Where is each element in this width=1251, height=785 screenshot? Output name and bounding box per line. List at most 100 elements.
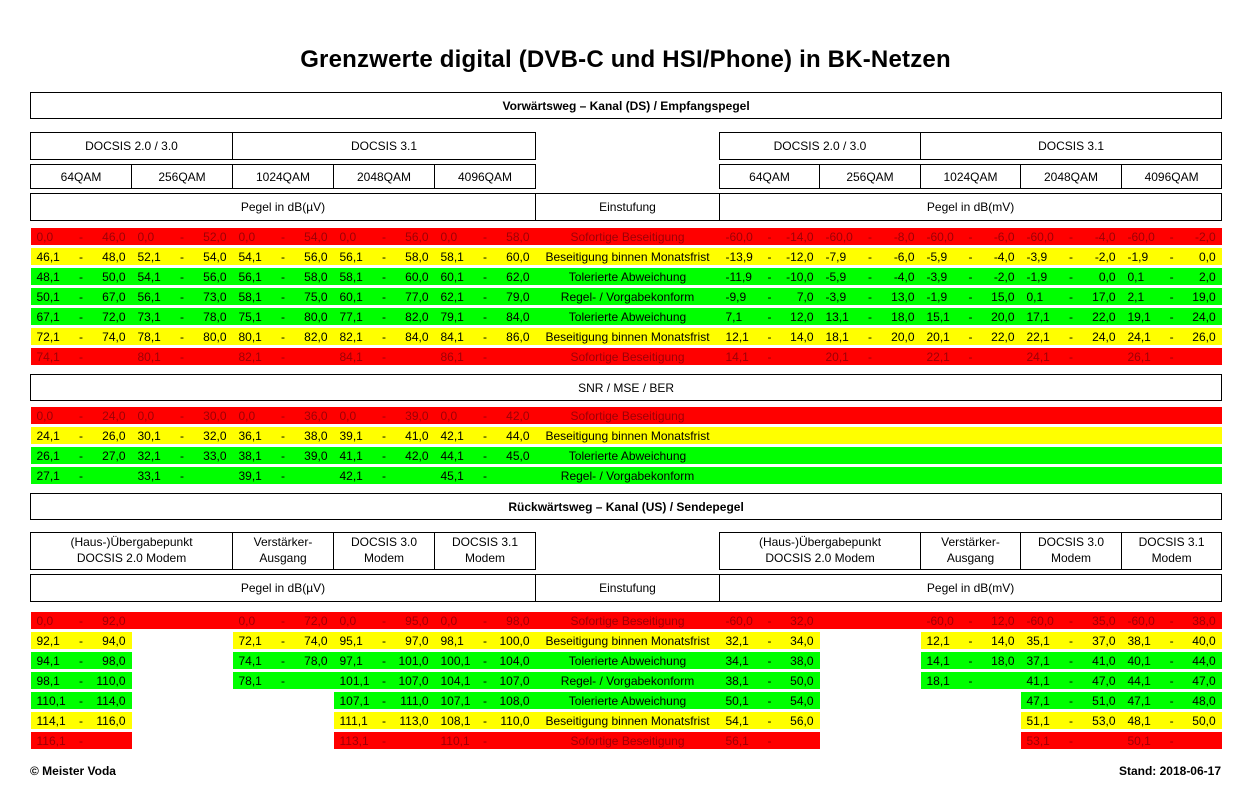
range-cell: 41,1-47,0 bbox=[1020, 670, 1122, 692]
spacer-row bbox=[31, 119, 1222, 133]
range-cell: 82,1- bbox=[232, 346, 334, 368]
range-cell: -60,0-12,0 bbox=[920, 612, 1021, 632]
table-row: 92,1-94,0 72,1-74,0 95,1-97,0 98,1-100,0 Bes… bbox=[30, 630, 1222, 652]
range-cell: -1,9-0,0 bbox=[1121, 246, 1222, 268]
range-cell: -60,0-38,0 bbox=[1121, 612, 1222, 632]
range-cell: -1,9-15,0 bbox=[920, 286, 1021, 308]
table-row: 26,1-27,0 32,1-33,0 38,1-39,0 41,1-42,0 44,1… bbox=[30, 445, 1222, 467]
range-cell: 108,1-110,0 bbox=[434, 710, 536, 732]
qam-header: 64QAM bbox=[30, 164, 132, 189]
range-cell: 0,0-58,0 bbox=[434, 228, 536, 248]
range-cell: 18,1-20,0 bbox=[819, 326, 921, 348]
range-cell: 84,1- bbox=[333, 346, 435, 368]
spacer-row bbox=[31, 602, 1222, 613]
range-cell: 54,1-56,0 bbox=[232, 246, 334, 268]
range-cell: 107,1-111,0 bbox=[333, 690, 435, 712]
classification-cell: Sofortige Beseitigung bbox=[535, 612, 720, 632]
classification-cell: Sofortige Beseitigung bbox=[535, 346, 720, 368]
docsis-group-header-row: DOCSIS 2.0 / 3.0 DOCSIS 3.1 DOCSIS 2.0 /… bbox=[30, 132, 1223, 160]
table-row: 48,1-50,0 54,1-56,0 56,1-58,0 58,1-60,0 60,1… bbox=[30, 266, 1222, 288]
empty-cell bbox=[819, 710, 921, 732]
header-line: Ausgang bbox=[946, 551, 995, 565]
docsis-31-header-left: DOCSIS 3.1 bbox=[232, 132, 536, 160]
range-cell: 104,1-107,0 bbox=[434, 670, 536, 692]
einstufung-header: Einstufung bbox=[535, 574, 720, 602]
range-cell: 19,1-24,0 bbox=[1121, 306, 1222, 328]
empty-cell bbox=[819, 730, 921, 752]
table-row: 24,1-26,0 30,1-32,0 36,1-38,0 39,1-41,0 42,1… bbox=[30, 425, 1222, 447]
range-cell: 0,0-46,0 bbox=[30, 228, 132, 248]
page-title: Grenzwerte digital (DVB-C und HSI/Phone)… bbox=[300, 46, 951, 73]
range-cell: 78,1- bbox=[232, 670, 334, 692]
qam-header: 4096QAM bbox=[434, 164, 536, 189]
header-line: Modem bbox=[363, 551, 404, 565]
reverse-section-title-row: Rückwärtsweg – Kanal (US) / Sendepegel bbox=[29, 493, 1223, 520]
range-cell: 114,1-116,0 bbox=[30, 710, 132, 732]
range-cell: 100,1-104,0 bbox=[434, 650, 536, 672]
qam-header: 4096QAM bbox=[1120, 164, 1223, 189]
range-cell: -3,9- -2,0 bbox=[1020, 246, 1122, 268]
empty-cell bbox=[131, 650, 233, 672]
range-cell: 50,1-54,0 bbox=[719, 690, 820, 712]
header-line: Verstärker- bbox=[941, 535, 1000, 550]
classification-cell: Beseitigung binnen Monatsfrist bbox=[535, 630, 720, 652]
status-band-cell bbox=[719, 407, 1222, 427]
range-cell: 0,0-95,0 bbox=[333, 612, 435, 632]
range-cell: 56,1-58,0 bbox=[333, 246, 435, 268]
range-cell: 98,1-100,0 bbox=[434, 630, 536, 652]
filled-cell bbox=[819, 612, 921, 632]
header-line: Ausgang bbox=[259, 551, 307, 565]
table-row: 46,1-48,0 52,1-54,0 54,1-56,0 56,1-58,0 58,1… bbox=[30, 246, 1222, 268]
range-cell: 12,1-14,0 bbox=[719, 326, 820, 348]
header-line: Verstärker- bbox=[253, 535, 313, 550]
range-cell: 0,0-98,0 bbox=[434, 612, 536, 632]
spacer-row bbox=[31, 486, 1222, 494]
range-cell: -1,9-0,0 bbox=[1020, 266, 1122, 288]
table-row: 50,1-67,0 56,1-73,0 58,1-75,0 60,1-77,0 62,1… bbox=[30, 286, 1222, 308]
qam-header-row: 64QAM 256QAM 1024QAM 2048QAM 4096QAM 64Q… bbox=[30, 164, 1223, 189]
range-cell: 95,1-97,0 bbox=[333, 630, 435, 652]
range-cell: 30,1-32,0 bbox=[131, 425, 233, 447]
classification-cell: Sofortige Beseitigung bbox=[535, 228, 720, 248]
header-line: Modem bbox=[1151, 551, 1192, 565]
range-cell: 77,1-82,0 bbox=[333, 306, 435, 328]
range-cell: 39,1- bbox=[232, 465, 334, 487]
range-cell: -9,9-7,0 bbox=[719, 286, 820, 308]
docsis-20-30-header-left: DOCSIS 2.0 / 3.0 bbox=[30, 132, 233, 160]
docsis-30-modem-header-right: DOCSIS 3.0 Modem bbox=[1020, 532, 1122, 570]
range-cell: -60,0- -6,0 bbox=[920, 228, 1021, 248]
pegel-dbmv-header: Pegel in dB(mV) bbox=[718, 574, 1223, 602]
range-cell: 80,1-82,0 bbox=[232, 326, 334, 348]
range-cell: 47,1-51,0 bbox=[1020, 690, 1122, 712]
range-cell: 24,1-26,0 bbox=[1121, 326, 1222, 348]
header-gap-cell bbox=[535, 532, 720, 570]
header-line: DOCSIS 2.0 Modem bbox=[765, 551, 875, 565]
range-cell: 38,1-50,0 bbox=[719, 670, 820, 692]
range-cell: 48,1-50,0 bbox=[30, 266, 132, 288]
status-band-cell bbox=[719, 425, 1222, 447]
snr-section-title: SNR / MSE / BER bbox=[29, 374, 1223, 401]
range-cell: -7,9- -6,0 bbox=[819, 246, 921, 268]
range-cell: 41,1-42,0 bbox=[333, 445, 435, 467]
range-cell: 24,1-26,0 bbox=[30, 425, 132, 447]
range-cell: 86,1- bbox=[434, 346, 536, 368]
range-cell: 56,1-58,0 bbox=[232, 266, 334, 288]
reverse-section-title: Rückwärtsweg – Kanal (US) / Sendepegel bbox=[29, 493, 1223, 520]
range-cell: 17,1-22,0 bbox=[1020, 306, 1122, 328]
range-cell: 40,1-44,0 bbox=[1121, 650, 1222, 672]
empty-cell bbox=[131, 730, 233, 752]
range-cell: 111,1-113,0 bbox=[333, 710, 435, 732]
range-cell: 0,1-17,0 bbox=[1020, 286, 1122, 308]
range-cell: -60,0-35,0 bbox=[1020, 612, 1122, 632]
table-row: 94,1-98,0 74,1-78,0 97,1-101,0 100,1-104,0 T… bbox=[30, 650, 1222, 672]
header-line: (Haus-)Übergabepunkt bbox=[758, 535, 882, 550]
range-cell: -5,9- -4,0 bbox=[819, 266, 921, 288]
range-cell: 0,0-42,0 bbox=[434, 407, 536, 427]
range-cell: 116,1- bbox=[30, 730, 132, 752]
range-cell: 107,1-108,0 bbox=[434, 690, 536, 712]
range-cell: 74,1-78,0 bbox=[232, 650, 334, 672]
range-cell: 20,1-22,0 bbox=[920, 326, 1021, 348]
range-cell: 78,1-80,0 bbox=[131, 326, 233, 348]
header-line: Modem bbox=[464, 551, 505, 565]
classification-cell: Beseitigung binnen Monatsfrist bbox=[535, 710, 720, 732]
